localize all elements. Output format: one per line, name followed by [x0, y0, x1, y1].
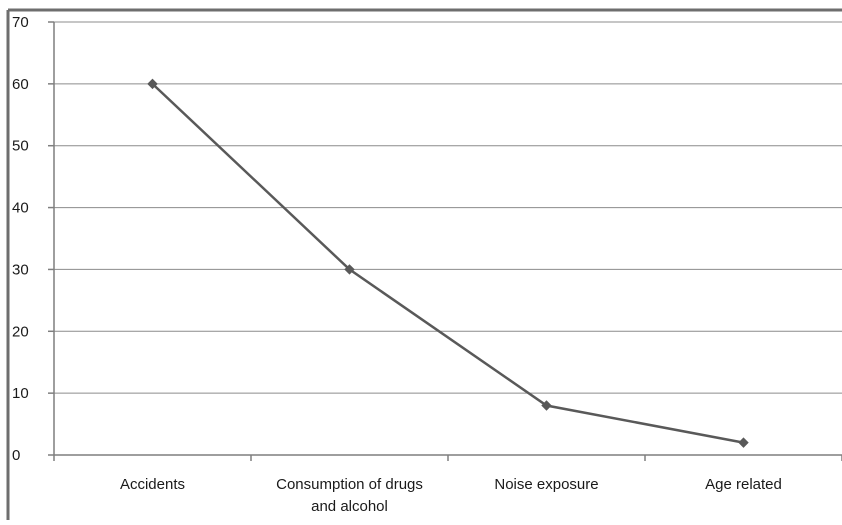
- x-category-labels: Accidents Consumption of drugs and alcohol…: [120, 476, 782, 515]
- x-category-label: Accidents: [120, 476, 185, 493]
- data-point-marker: [147, 78, 158, 90]
- series-line: [151, 82, 744, 444]
- x-category-label: and alcohol: [311, 498, 388, 515]
- axes: [48, 21, 842, 461]
- y-tick-labels: 0 10 20 30 40 50 60 70: [12, 14, 29, 464]
- data-point-marker: [541, 400, 552, 411]
- y-tick-label: 0: [12, 447, 20, 464]
- y-tick-label: 60: [12, 76, 29, 93]
- data-point-marker: [344, 264, 355, 275]
- x-category-label: Consumption of drugs: [276, 476, 423, 493]
- y-tick-label: 40: [12, 200, 29, 217]
- y-tick-label: 20: [12, 323, 29, 340]
- x-category-label: Age related: [705, 476, 782, 493]
- y-tick-label: 70: [12, 14, 29, 31]
- data-point-marker: [738, 437, 749, 448]
- y-tick-label: 50: [12, 138, 29, 155]
- chart-frame: [6, 8, 842, 520]
- y-tick-label: 10: [12, 385, 29, 402]
- y-tick-label: 30: [12, 261, 29, 278]
- gridlines: [54, 21, 842, 394]
- series: [147, 78, 749, 448]
- x-category-label: Noise exposure: [494, 476, 598, 493]
